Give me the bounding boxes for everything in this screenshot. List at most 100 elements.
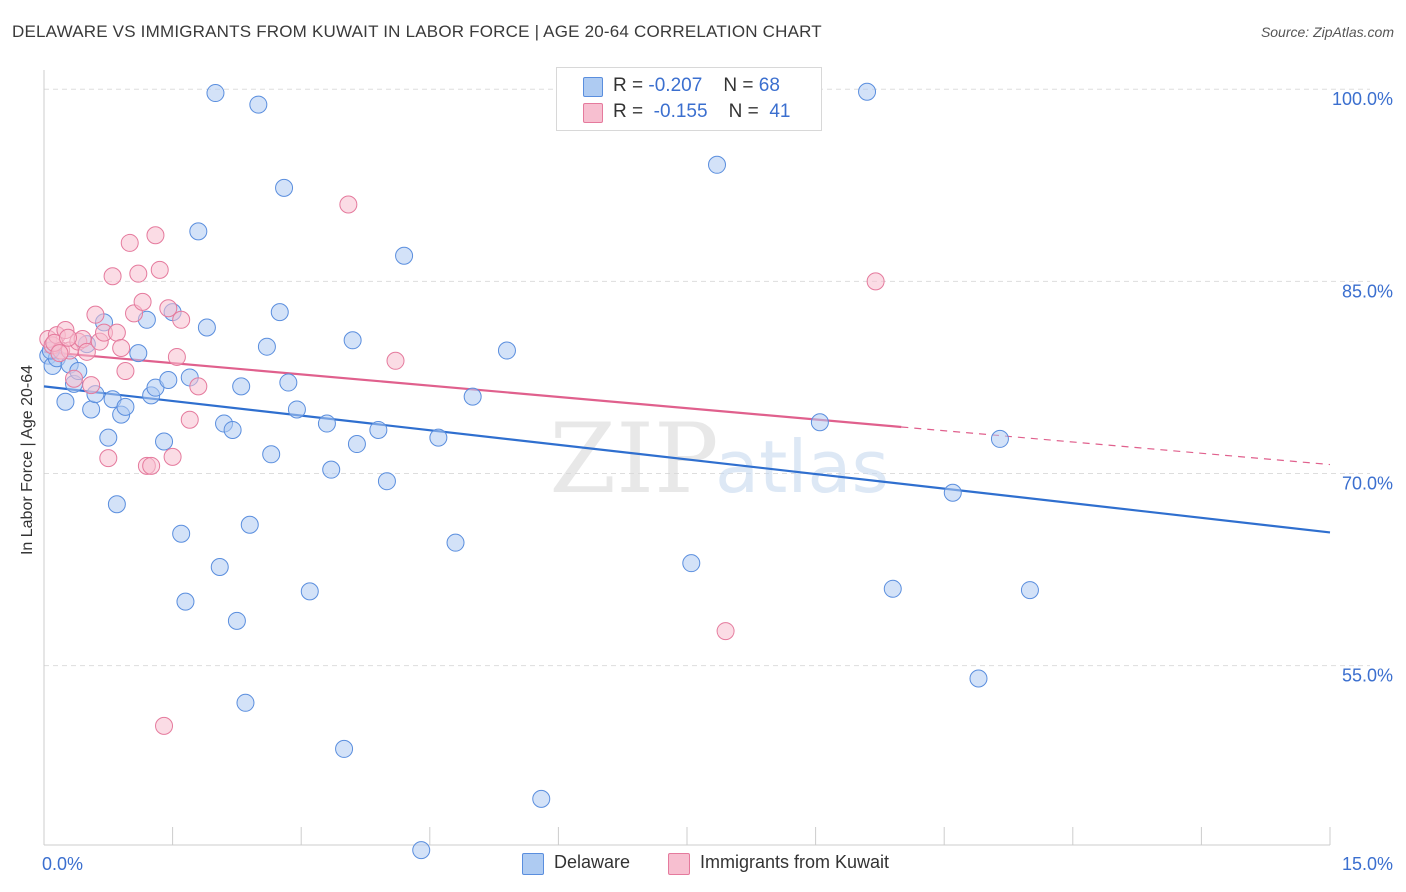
data-point-delaware [249,95,268,114]
data-point-kuwait [86,305,105,324]
data-point-delaware [116,397,135,416]
data-point-delaware [56,392,75,411]
n-value: 41 [769,101,791,122]
data-point-delaware [1020,581,1039,600]
y-tick-label: 100.0% [1332,89,1393,109]
data-point-kuwait [159,299,178,318]
x-tick-label: 15.0% [1342,854,1393,874]
data-point-kuwait [107,323,126,342]
watermark: ZIP atlas [549,403,889,515]
watermark-zip: ZIP [549,403,718,515]
data-point-delaware [223,420,242,439]
watermark-atlas: atlas [715,425,889,509]
data-point-delaware [82,400,101,419]
data-point-delaware [343,331,362,350]
y-tick-label: 85.0% [1342,281,1393,301]
data-point-delaware [532,789,551,808]
data-point-delaware [682,554,701,573]
n-value: 68 [758,75,780,96]
chart-title: DELAWARE VS IMMIGRANTS FROM KUWAIT IN LA… [12,22,822,41]
y-tick-label: 70.0% [1342,474,1393,494]
data-point-kuwait [189,377,208,396]
data-point-kuwait [59,328,78,347]
data-point-delaware [275,178,294,197]
series-legend: Delaware Immigrants from Kuwait [0,852,1406,876]
data-point-delaware [969,669,988,688]
data-point-delaware [155,432,174,451]
data-point-kuwait [172,310,191,329]
source-label: Source: ZipAtlas.com [1260,24,1394,40]
r-value: -0.155 [653,101,708,122]
data-point-kuwait [103,267,122,286]
data-point-delaware [810,413,829,432]
tick-labels: 55.0% 70.0% 85.0% 100.0% 0.0% 15.0% [42,89,1393,874]
data-point-kuwait [146,226,165,245]
data-point-kuwait [386,351,405,370]
data-point-kuwait [82,376,101,395]
data-point-delaware [990,429,1009,448]
data-point-kuwait [112,338,131,357]
data-point-delaware [129,344,148,363]
data-point-kuwait [116,362,135,381]
data-point-delaware [429,428,448,447]
y-axis-title: In Labor Force | Age 20-64 [19,364,36,556]
data-point-delaware [206,84,225,103]
r-value: -0.207 [648,75,703,96]
data-point-delaware [369,420,388,439]
axes [43,70,1331,846]
data-point-delaware [412,841,431,860]
data-point-kuwait [163,447,182,466]
data-point-kuwait [129,264,148,283]
data-point-kuwait [120,233,139,252]
blue-swatch [583,77,603,97]
data-point-delaware [279,373,298,392]
data-point-delaware [176,592,195,611]
trend-line-kuwait-extension [901,426,1331,466]
data-points [39,82,1039,860]
data-point-kuwait [77,342,96,361]
data-point-delaware [883,579,902,598]
data-point-kuwait [65,369,84,388]
data-point-delaware [262,445,281,464]
data-point-delaware [257,337,276,356]
data-point-kuwait [99,449,118,468]
data-point-delaware [335,739,354,758]
data-point-delaware [189,222,208,241]
data-point-delaware [197,318,216,337]
data-point-delaware [300,582,319,601]
data-point-kuwait [716,622,735,641]
data-point-delaware [708,155,727,174]
legend-label-delaware: Delaware [554,852,631,872]
data-point-delaware [99,428,118,447]
data-point-delaware [240,515,259,534]
pink-swatch [583,103,603,123]
data-point-delaware [943,483,962,502]
data-point-delaware [347,435,366,454]
data-point-delaware [159,371,178,389]
y-tick-label: 55.0% [1342,666,1393,686]
data-point-delaware [497,341,516,360]
r-label: R = [613,75,644,96]
data-point-kuwait [866,272,885,291]
x-tick-label: 0.0% [42,854,83,874]
blue-swatch [522,853,544,875]
data-point-delaware [236,693,255,712]
data-point-kuwait [180,410,199,429]
correlation-legend: R = -0.207 N = 68 R = -0.155 N = 41 [556,67,822,131]
legend-label-kuwait: Immigrants from Kuwait [700,852,890,872]
data-point-kuwait [155,716,174,735]
data-point-delaware [107,495,126,514]
data-point-delaware [227,611,246,630]
data-point-delaware [287,400,306,419]
pink-swatch [668,853,690,875]
data-point-kuwait [50,344,69,363]
data-point-delaware [463,387,482,406]
trend-line-delaware [43,385,1331,534]
data-point-kuwait [150,260,169,279]
gridlines [44,88,1370,667]
data-point-delaware [270,303,289,322]
data-point-kuwait [339,195,358,214]
data-point-delaware [395,246,414,265]
data-point-delaware [446,533,465,552]
